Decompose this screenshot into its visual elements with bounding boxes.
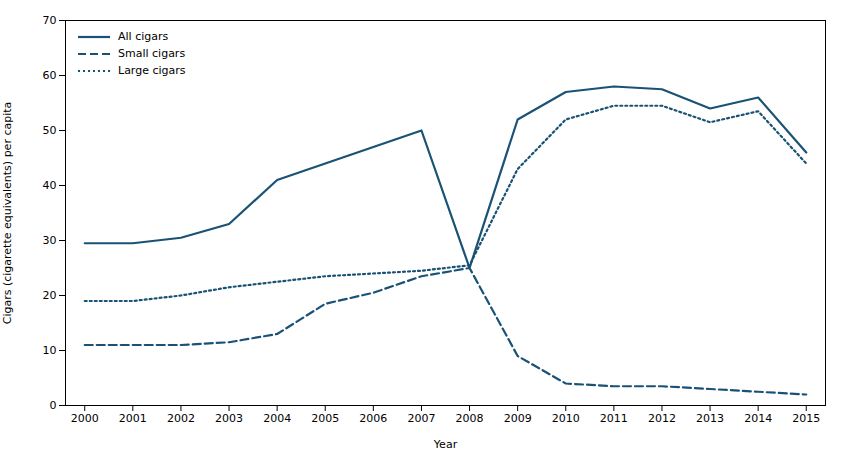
svg-text:2013: 2013 [696,412,724,425]
svg-text:2006: 2006 [359,412,387,425]
svg-text:2014: 2014 [744,412,772,425]
svg-text:50: 50 [43,124,57,137]
svg-text:Cigars (cigarette equivalents): Cigars (cigarette equivalents) per capit… [1,102,14,325]
svg-text:30: 30 [43,234,57,247]
svg-text:20: 20 [43,289,57,302]
svg-text:2010: 2010 [552,412,580,425]
svg-text:2001: 2001 [119,412,147,425]
svg-text:2007: 2007 [407,412,435,425]
svg-text:2012: 2012 [648,412,676,425]
html-text:Large cigars: Large cigars [118,64,186,77]
svg-text:2000: 2000 [71,412,99,425]
svg-text:2008: 2008 [456,412,484,425]
svg-text:2015: 2015 [792,412,820,425]
svg-text:2004: 2004 [263,412,291,425]
svg-text:Year: Year [433,438,458,451]
svg-text:60: 60 [43,69,57,82]
svg-text:2002: 2002 [167,412,195,425]
svg-text:40: 40 [43,179,57,192]
svg-text:70: 70 [43,14,57,27]
html-text:Small cigars: Small cigars [118,47,186,60]
html-text:All cigars: All cigars [118,30,169,43]
svg-text:2009: 2009 [504,412,532,425]
svg-text:2003: 2003 [215,412,243,425]
svg-text:2005: 2005 [311,412,339,425]
svg-text:10: 10 [43,344,57,357]
svg-text:2011: 2011 [600,412,628,425]
svg-text:0: 0 [50,399,57,412]
